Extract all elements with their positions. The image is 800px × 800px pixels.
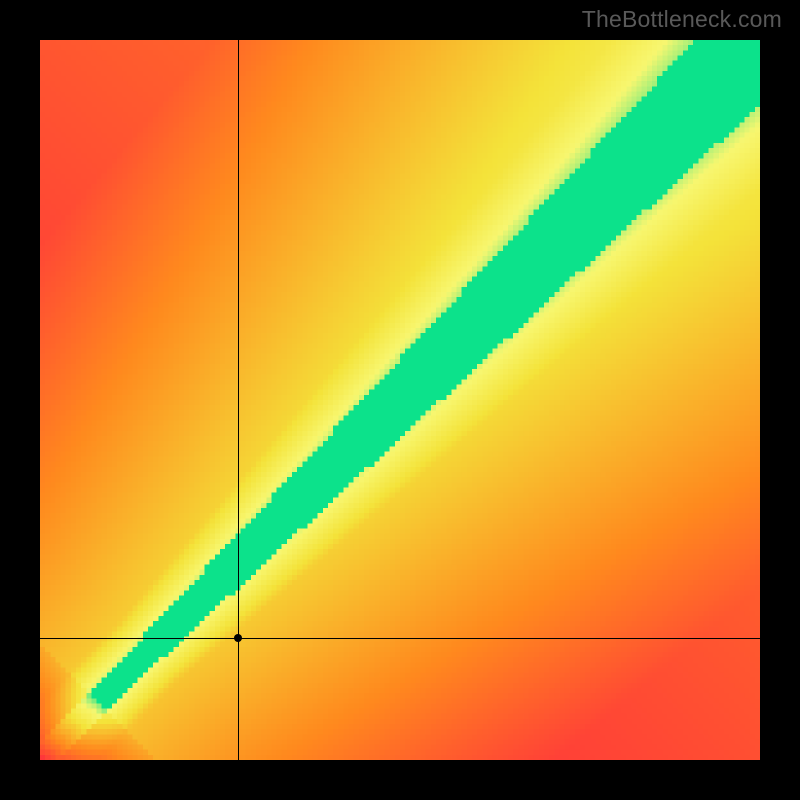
marker-dot — [234, 634, 242, 642]
crosshair-horizontal — [40, 638, 760, 639]
chart-frame: TheBottleneck.com — [0, 0, 800, 800]
plot-area — [40, 40, 760, 760]
heatmap-canvas — [40, 40, 760, 760]
crosshair-vertical — [238, 40, 239, 760]
attribution-text: TheBottleneck.com — [582, 6, 782, 33]
